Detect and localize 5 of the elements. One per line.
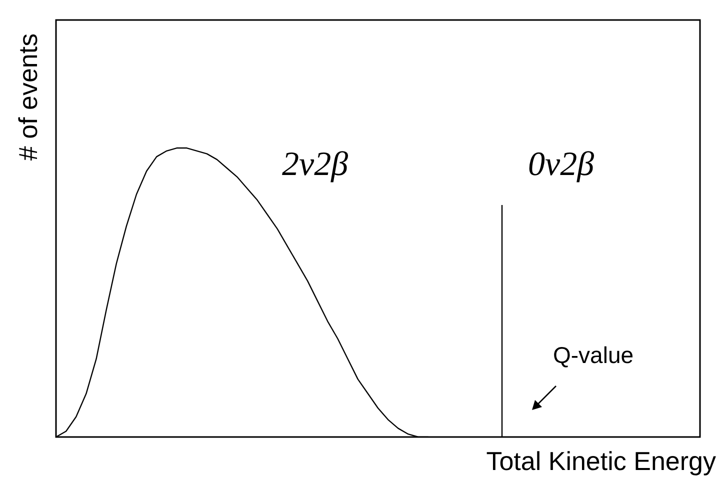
- annotation: 0ν2β: [528, 146, 594, 184]
- x-axis-title: Total Kinetic Energy: [486, 446, 716, 477]
- annotation: 2ν2β: [282, 146, 348, 184]
- y-axis-title: # of events: [13, 32, 43, 163]
- annotation: Q-value: [553, 342, 634, 369]
